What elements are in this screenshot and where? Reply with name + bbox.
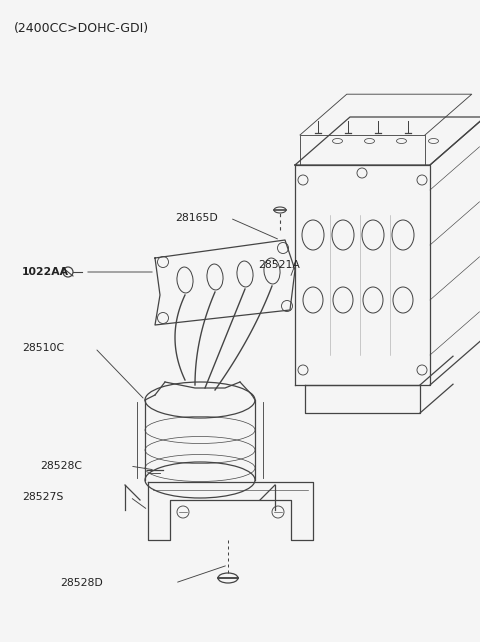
Text: 28165D: 28165D [175,213,218,223]
Text: 28528D: 28528D [60,578,103,588]
Text: 1022AA: 1022AA [22,267,69,277]
Text: (2400CC>DOHC-GDI): (2400CC>DOHC-GDI) [14,22,149,35]
Text: 28510C: 28510C [22,343,64,353]
Text: 28521A: 28521A [258,260,300,270]
Text: 28527S: 28527S [22,492,63,502]
Text: 28528C: 28528C [40,461,82,471]
